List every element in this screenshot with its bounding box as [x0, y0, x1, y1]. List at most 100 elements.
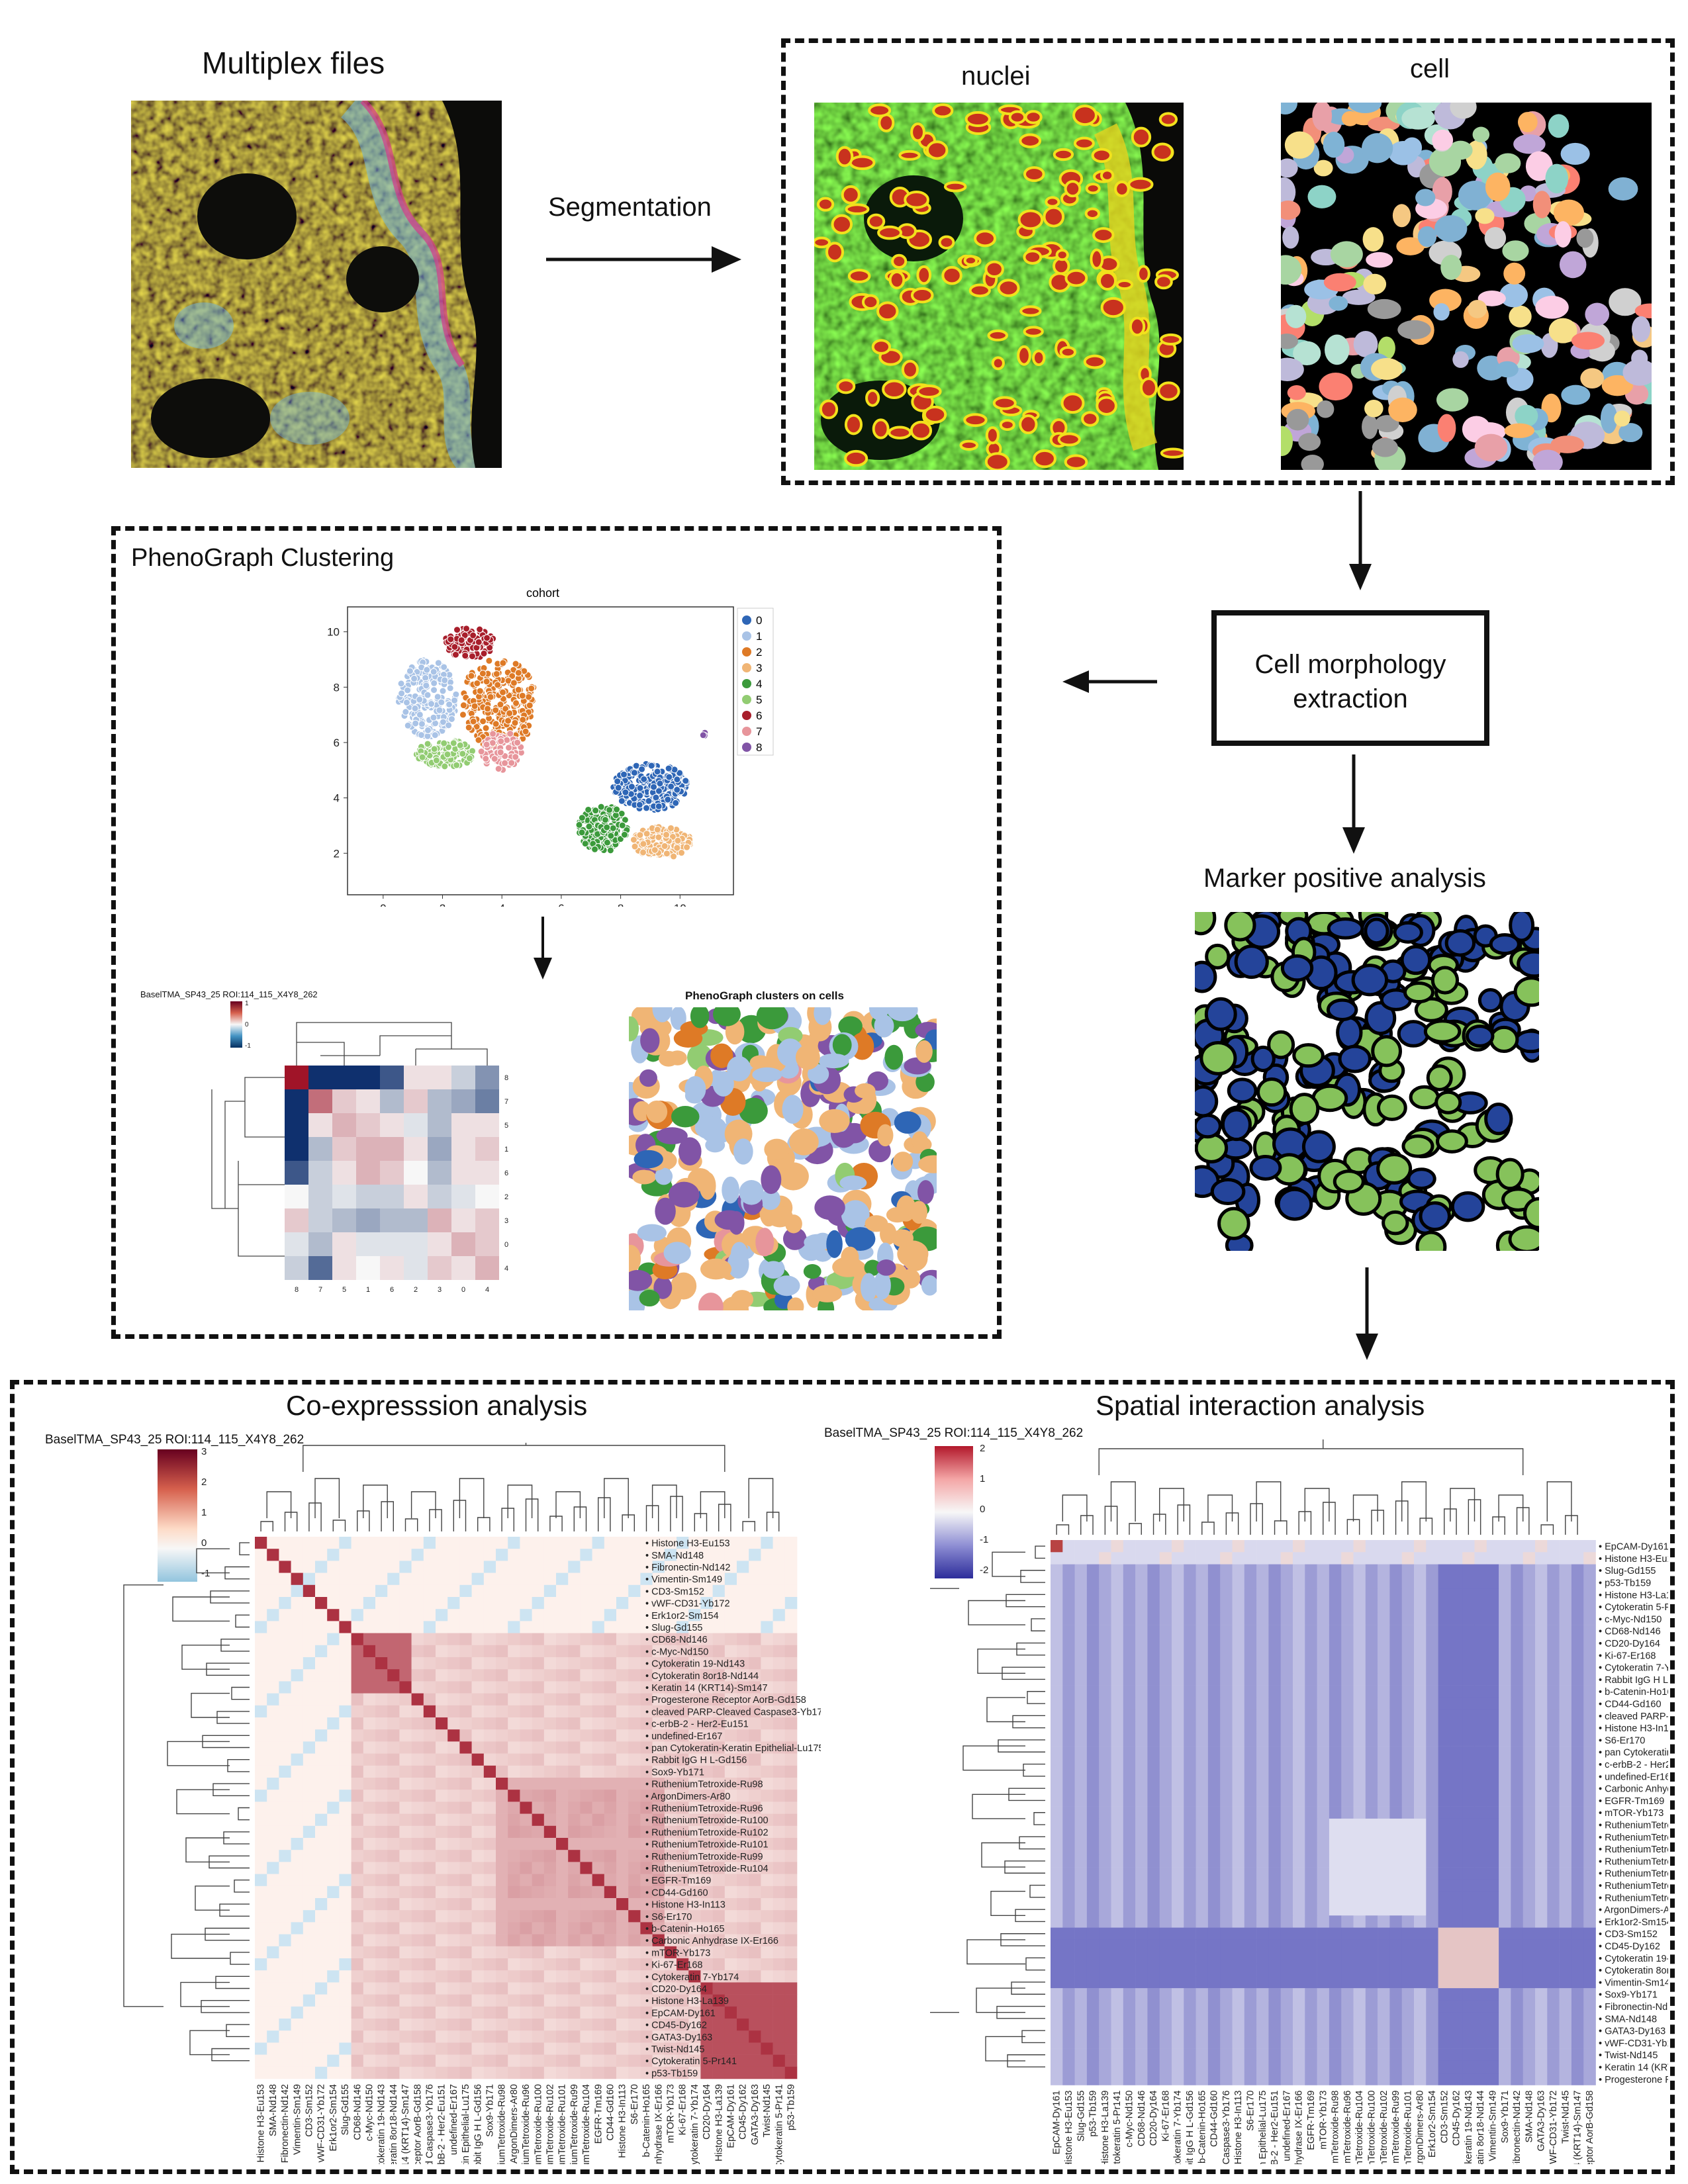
coexp-heatmap-cell	[315, 1982, 328, 1995]
nucleus-mark	[916, 384, 942, 398]
coexp-heatmap-cell	[712, 1862, 726, 1874]
coexp-heatmap-cell	[459, 1633, 472, 1646]
coexp-heatmap-cell	[339, 1609, 352, 1621]
coexp-heatmap-cell	[483, 1597, 496, 1610]
spat-heatmap-cell	[1499, 1564, 1511, 1577]
coexp-heatmap-cell	[267, 1874, 279, 1887]
coexp-heatmap-cell	[291, 1958, 304, 1971]
cell-segment	[1504, 423, 1535, 438]
spat-heatmap-cell	[1086, 1540, 1100, 1553]
coexp-heatmap-cell	[712, 1874, 726, 1887]
coexp-heatmap-cell	[677, 1717, 689, 1730]
coexp-heatmap-cell	[640, 1790, 653, 1802]
coexp-heatmap-cell	[327, 1537, 340, 1549]
coexp-heatmap-cell	[604, 1609, 617, 1621]
nucleus-mark	[825, 242, 845, 263]
coexp-heatmap-cell	[303, 1790, 316, 1802]
coexp-heatmap-cell	[604, 1645, 617, 1658]
spat-heatmap-cell	[1305, 1612, 1317, 1625]
coexp-heatmap-cell	[724, 1765, 737, 1778]
scatter-point	[645, 797, 653, 805]
nucleus-mark	[997, 279, 1020, 297]
scatter-point	[412, 719, 420, 727]
marker-negative-cell	[1336, 1016, 1363, 1050]
cell-segment	[1618, 423, 1643, 443]
coexp-heatmap-cell	[592, 1741, 605, 1754]
coexp-heatmap-cell	[267, 1537, 279, 1549]
scatter-point	[639, 848, 647, 856]
coexp-heatmap-cell	[483, 1898, 496, 1911]
nucleus-mark	[814, 236, 831, 249]
coexp-heatmap-cell	[761, 1572, 773, 1586]
spat-heatmap-cell	[1450, 1552, 1463, 1565]
coexp-heatmap-cell	[543, 1717, 557, 1730]
coexp-heatmap-cell	[604, 1584, 617, 1598]
coexp-heatmap-cell	[363, 1753, 376, 1766]
cluster-cell	[655, 1197, 676, 1225]
spat-heatmap-cell	[1341, 1600, 1354, 1614]
scatter-point	[480, 649, 488, 657]
coexp-heatmap-cell	[267, 2006, 279, 2019]
coexp-heatmap-cell	[543, 1862, 557, 1874]
coexp-heatmap-cell	[616, 1813, 629, 1827]
small-heatmap-cell	[285, 1089, 308, 1113]
coexp-heatmap-cell	[628, 1886, 641, 1899]
marker-positive-cell	[1289, 1093, 1320, 1125]
coexp-heatmap-cell	[508, 1813, 520, 1827]
coexp-heatmap-cell	[628, 1645, 641, 1658]
coexp-heatmap-cell	[773, 1561, 786, 1573]
spat-heatmap-cell	[1523, 1576, 1536, 1589]
coexp-heatmap-cell	[688, 1934, 701, 1947]
spat-heatmap-cell	[1051, 1588, 1063, 1601]
coexp-heatmap-cell	[700, 1886, 713, 1899]
coexp-heatmap-cell	[351, 1958, 364, 1971]
coexp-row-label: • Carbonic Anhydrase IX-Er166	[645, 1936, 778, 1946]
coexp-heatmap-cell	[399, 1597, 412, 1610]
small-heatmap-cell	[475, 1256, 499, 1280]
coexp-heatmap-cell	[580, 1825, 592, 1839]
coexp-heatmap-cell	[724, 1813, 737, 1827]
spat-heatmap-cell	[1293, 1612, 1305, 1625]
coexp-heatmap-cell	[688, 2019, 701, 2031]
coexp-heatmap-cell	[724, 2030, 737, 2043]
coexp-col-label: c-erbB-2 - Her2-Eu151	[437, 2084, 447, 2164]
cell-segment	[1325, 334, 1350, 365]
coexp-heatmap-cell	[399, 2019, 412, 2031]
coexp-heatmap-cell	[267, 1633, 279, 1646]
spat-heatmap-cell	[1523, 1588, 1536, 1601]
cluster-cell	[652, 1007, 673, 1023]
coexp-heatmap-cell	[447, 1778, 460, 1790]
spat-heatmap-cell	[1074, 1552, 1088, 1565]
spat-heatmap-cell	[1365, 1625, 1378, 1637]
marker-positive-cell	[1376, 1094, 1407, 1121]
coexp-heatmap-cell	[423, 2030, 436, 2043]
coexp-heatmap-cell	[580, 1693, 592, 1706]
spat-heatmap-cell	[1474, 1540, 1487, 1553]
coexp-heatmap-cell	[724, 1693, 737, 1706]
nucleus-mark	[984, 452, 1010, 470]
coexp-heatmap-cell	[351, 1874, 364, 1887]
coexp-heatmap-cell	[712, 1850, 726, 1862]
cell-morphology-box	[1211, 610, 1489, 746]
coexp-heatmap-cell	[399, 1549, 412, 1561]
coexp-col-label: Vimentin-Sm149	[292, 2084, 303, 2155]
coexp-heatmap-cell	[737, 1813, 749, 1827]
marker-negative-cell	[1221, 1108, 1252, 1142]
coexp-heatmap-cell	[532, 1741, 545, 1754]
coexp-heatmap-cell	[784, 1874, 798, 1887]
coexp-heatmap-cell	[327, 1561, 340, 1573]
coexp-heatmap-cell	[315, 1994, 328, 2007]
small-row-label: 4	[504, 1265, 508, 1273]
small-heatmap-cell	[475, 1089, 499, 1113]
coexp-heatmap-cell	[616, 1790, 629, 1802]
coexp-heatmap-cell	[351, 1741, 364, 1754]
coexp-heatmap-cell	[688, 1765, 701, 1778]
spat-heatmap-cell	[1462, 1600, 1475, 1614]
spat-heatmap-cell	[1523, 1600, 1536, 1614]
marker-negative-cell	[1351, 964, 1389, 997]
spat-heatmap-cell	[1511, 1564, 1523, 1577]
spat-heatmap-cell	[1462, 1540, 1475, 1553]
coexp-heatmap-cell	[423, 2066, 436, 2079]
cell-segment	[1513, 134, 1546, 154]
coexp-heatmap-cell	[339, 1717, 352, 1730]
